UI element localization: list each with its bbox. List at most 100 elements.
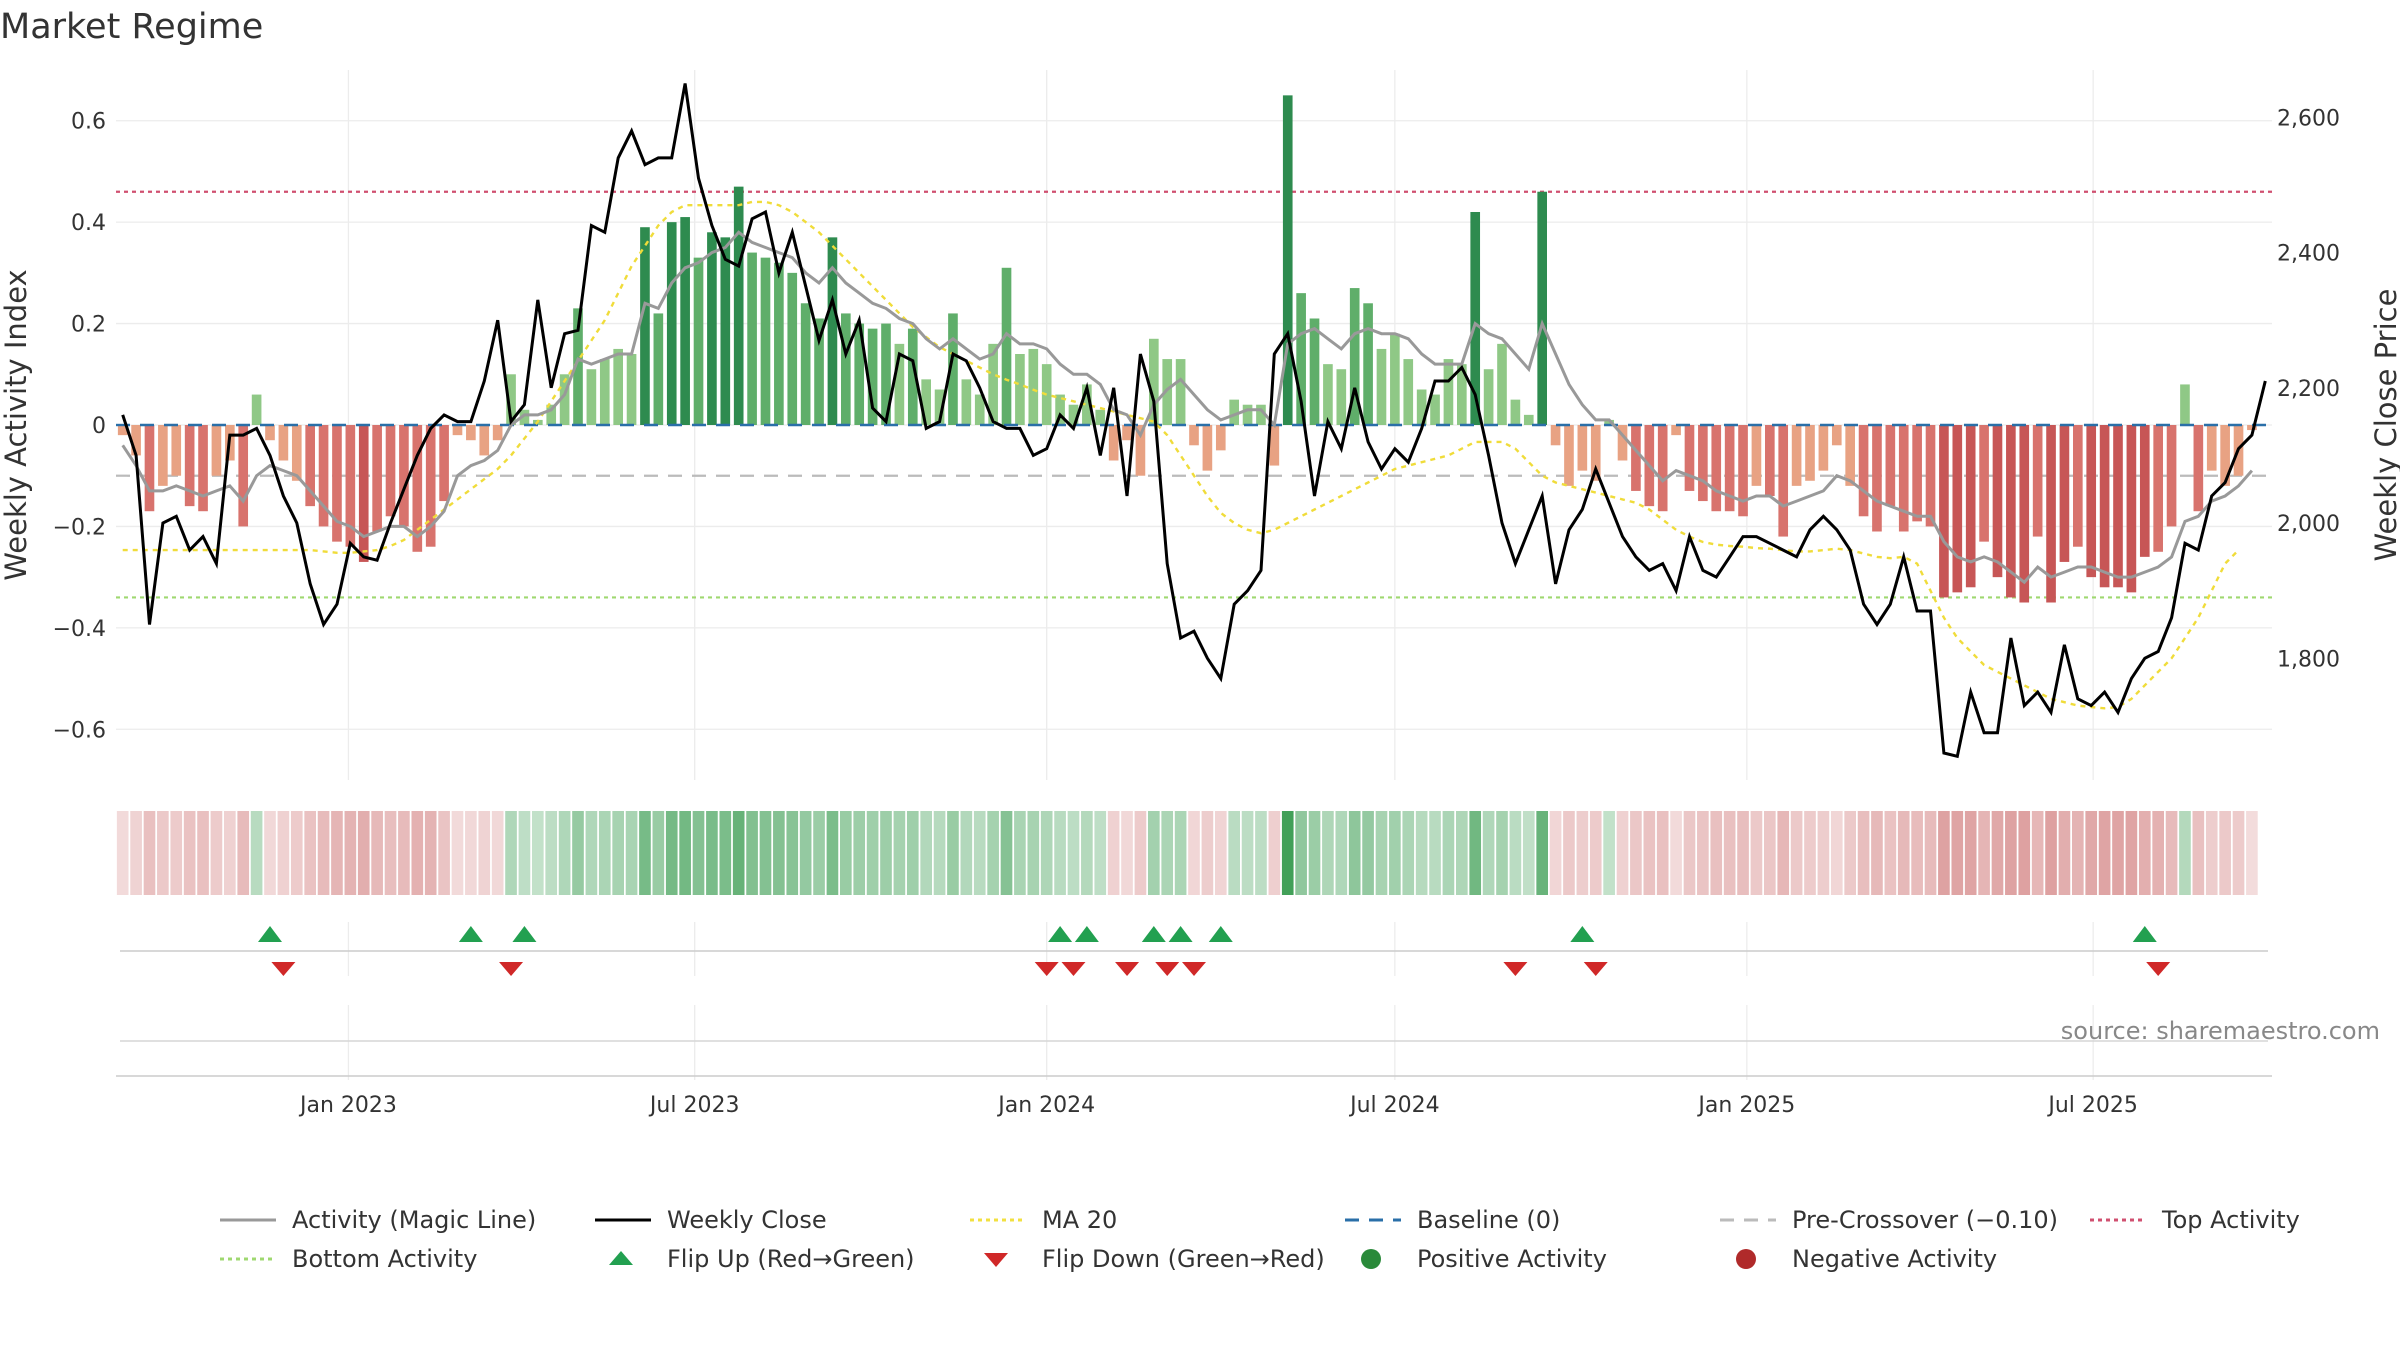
regime-strip-cell [532, 811, 544, 895]
regime-strip-cell [331, 811, 343, 895]
regime-strip-cell [732, 811, 745, 895]
activity-bar [184, 425, 195, 507]
x-tick-label: Jan 2023 [298, 1093, 397, 1118]
regime-strip-cell [1107, 811, 1120, 895]
legend-item: Negative Activity [1736, 1245, 1997, 1273]
activity-bar [1898, 425, 1909, 532]
regime-strip-cell [344, 811, 357, 895]
regime-strip-cell [1777, 811, 1790, 895]
regime-strip-cell [799, 811, 812, 895]
flip-down-marker [1115, 962, 1140, 976]
regime-strip-cell [491, 811, 504, 895]
activity-bar [854, 323, 865, 425]
activity-bar [425, 425, 436, 547]
activity-bar [707, 232, 717, 425]
activity-bar [479, 425, 490, 456]
regime-strip-cell [853, 811, 866, 895]
activity-bars [117, 95, 2257, 603]
activity-bar [2032, 425, 2043, 537]
regime-strip-cell [1522, 811, 1535, 895]
legend-item: Top Activity [2090, 1206, 2300, 1234]
activity-bar [559, 374, 570, 425]
regime-strip-cell [1630, 811, 1642, 895]
activity-bar [693, 257, 704, 425]
regime-strip-cell [1857, 811, 1870, 895]
flip-down-marker [271, 962, 296, 976]
activity-bar [291, 425, 302, 481]
activity-bar [1055, 394, 1065, 425]
activity-bar [1617, 425, 1628, 461]
regime-strip-cell [2005, 811, 2017, 895]
regime-strip-cell [438, 811, 450, 895]
regime-strip-cell [465, 811, 477, 895]
regime-strip-cell [1362, 811, 1374, 895]
regime-strip-cell [1415, 811, 1428, 895]
regime-strip-cell [1764, 811, 1776, 895]
regime-strip-cell [1067, 811, 1080, 895]
legend-item: Pre-Crossover (−0.10) [1720, 1206, 2058, 1234]
activity-bar [1805, 425, 1815, 481]
activity-bar [238, 425, 249, 527]
activity-bar [1657, 425, 1668, 512]
regime-strip-cell [1482, 811, 1495, 895]
regime-strip-cell [2205, 811, 2218, 895]
y-tick-label: 0.6 [71, 110, 106, 135]
activity-bar [800, 303, 811, 425]
activity-bar [2099, 425, 2110, 588]
activity-bar [1872, 425, 1882, 532]
activity-bar [385, 425, 396, 517]
activity-bar [1604, 419, 1614, 425]
activity-bar [1631, 425, 1641, 491]
flip-up-marker [1570, 926, 1595, 942]
activity-bar [921, 379, 931, 425]
regime-strip-cell [759, 811, 772, 895]
activity-bar [1925, 425, 1936, 527]
flip-up-marker [512, 926, 537, 942]
regime-strip-cell [920, 811, 932, 895]
regime-strip-cell [116, 811, 129, 895]
regime-strip-cell [1938, 811, 1950, 895]
regime-strip-cell [170, 811, 183, 895]
regime-strip-cell [1000, 811, 1013, 895]
activity-bar [881, 323, 891, 425]
activity-bar [1108, 425, 1119, 461]
regime-strip-cell [786, 811, 799, 895]
regime-strip-cell [183, 811, 196, 895]
activity-bar [1443, 359, 1454, 425]
activity-bar [841, 313, 851, 425]
legend-label: Negative Activity [1792, 1245, 1997, 1273]
regime-strip-cell [1978, 811, 1990, 895]
activity-bar [733, 186, 744, 425]
regime-strip-cell [2045, 811, 2057, 895]
activity-bar [1215, 425, 1226, 451]
activity-bar [974, 394, 985, 425]
regime-strip-cell [1964, 811, 1977, 895]
activity-bar [1738, 425, 1748, 517]
regime-strip-cell [880, 811, 892, 895]
activity-bar [1510, 399, 1521, 425]
regime-strip-cell [1281, 811, 1294, 895]
regime-strip-cell [1884, 811, 1897, 895]
activity-bar [961, 379, 972, 425]
activity-bar [867, 328, 878, 425]
activity-bar [519, 409, 530, 425]
regime-strip-cell [1750, 811, 1763, 895]
activity-bar [1082, 384, 1092, 425]
regime-strip-cell [1991, 811, 2004, 895]
regime-strip-cell [1697, 811, 1709, 895]
activity-bar [2220, 425, 2230, 486]
activity-bar [1376, 348, 1387, 425]
regime-strip-cell [250, 811, 263, 895]
regime-strip-cell [1509, 811, 1522, 895]
regime-strip-cell [826, 811, 839, 895]
legend-item: Positive Activity [1361, 1245, 1607, 1273]
regime-strip-cell [518, 811, 531, 895]
activity-bar [1175, 359, 1186, 425]
activity-bar [1778, 425, 1789, 537]
regime-strip-cell [665, 811, 678, 895]
flip-up-marker [458, 926, 483, 942]
activity-bar [827, 237, 838, 425]
regime-strip-cell [2165, 811, 2178, 895]
regime-strip-cell [1670, 811, 1682, 895]
y-tick-label: 0.2 [71, 313, 106, 338]
